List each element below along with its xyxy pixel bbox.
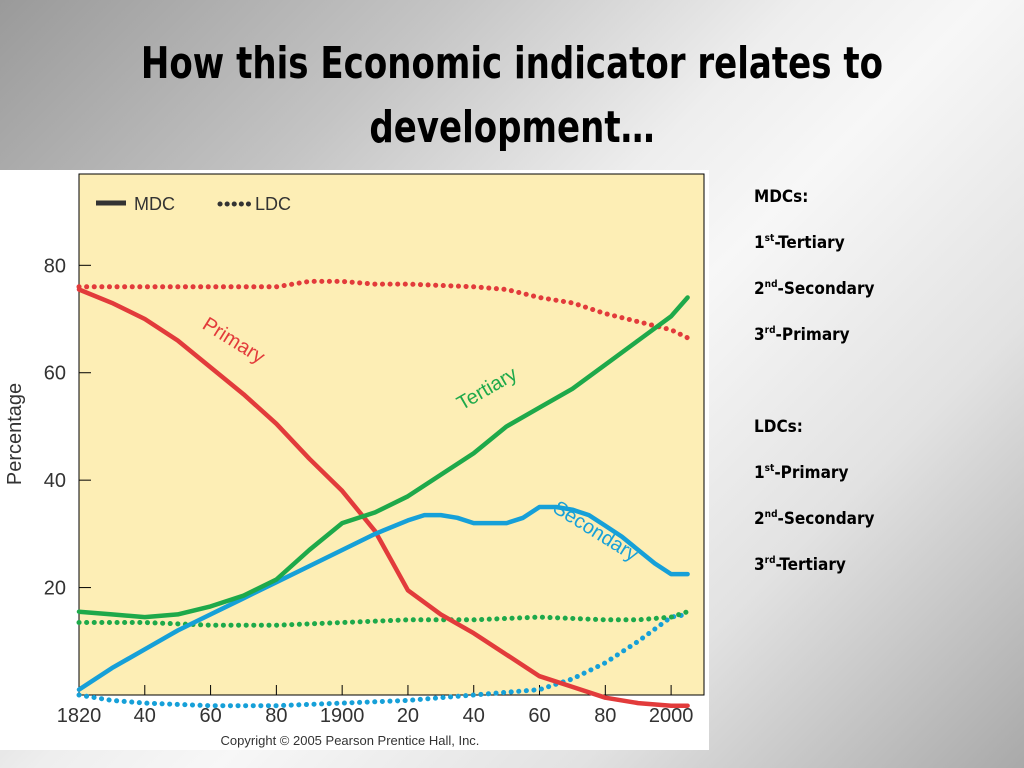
y-tick-label: 20 — [44, 578, 66, 600]
notes-panel: MDCs: 1st-Tertiary 2nd-Secondary 3rd-Pri… — [754, 186, 1014, 600]
x-tick-label: 60 — [199, 705, 221, 727]
notes-spacer — [754, 370, 1014, 393]
mdc-secondary-line — [76, 504, 690, 692]
x-tick-label: 80 — [594, 705, 616, 727]
x-tick-label: 1900 — [320, 705, 365, 727]
slide-title: How this Economic indicator relates to d… — [140, 38, 884, 153]
mdc-primary-line — [76, 287, 690, 708]
ldc-tertiary-line — [76, 609, 691, 628]
copyright-note: Copyright © 2005 Pearson Prentice Hall, … — [221, 733, 480, 748]
ldc-primary-line — [76, 278, 691, 341]
mdc-rank-3: 3rd-Primary — [754, 325, 850, 345]
x-tick-label: 40 — [134, 705, 156, 727]
x-tick-label: 80 — [265, 705, 287, 727]
legend-ldc-label: LDC — [255, 194, 291, 214]
mdc-heading: MDCs: — [754, 187, 809, 207]
legend: MDC LDC — [96, 194, 291, 214]
mdc-rank-1: 1st-Tertiary — [754, 233, 845, 253]
y-tick-label: 40 — [44, 470, 66, 492]
y-tick-label: 60 — [44, 363, 66, 385]
x-axis: 1820 40 60 80 1900 20 40 60 80 2000 — [57, 685, 694, 727]
series-layer — [76, 278, 691, 709]
x-tick-label: 40 — [463, 705, 485, 727]
x-tick-label: 60 — [528, 705, 550, 727]
x-tick-label: 20 — [397, 705, 419, 727]
chart-panel: 20 40 60 80 1820 40 60 80 1900 20 40 60 80 2000 Perc… — [0, 170, 709, 750]
ldc-rank-2: 2nd-Secondary — [754, 509, 875, 529]
mdc-tertiary-line — [76, 295, 690, 620]
legend-mdc-label: MDC — [134, 194, 175, 214]
line-chart: 20 40 60 80 1820 40 60 80 1900 20 40 60 80 2000 Perc… — [4, 173, 705, 748]
x-tick-label: 2000 — [649, 705, 694, 727]
y-axis: 20 40 60 80 — [44, 255, 91, 600]
ldc-rank-3: 3rd-Tertiary — [754, 555, 846, 575]
y-axis-label: Percentage — [4, 383, 26, 485]
ldc-heading: LDCs: — [754, 417, 803, 437]
ldc-rank-1: 1st-Primary — [754, 463, 849, 483]
plot-area — [78, 173, 705, 696]
x-tick-label: 1820 — [57, 705, 102, 727]
mdc-rank-2: 2nd-Secondary — [754, 279, 875, 299]
ldc-secondary-line — [76, 611, 691, 709]
y-tick-label: 80 — [44, 255, 66, 277]
